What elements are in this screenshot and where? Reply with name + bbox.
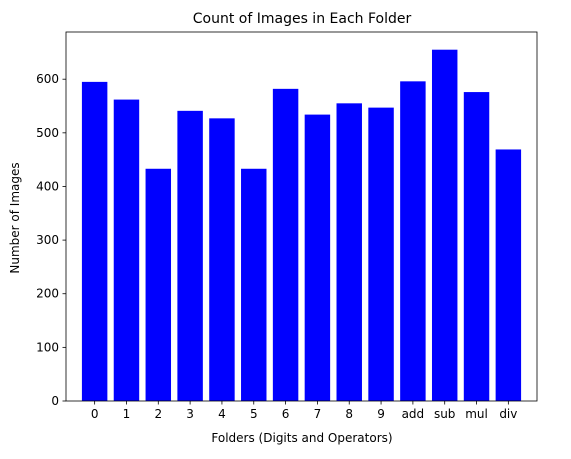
x-tick-label: 2 xyxy=(154,407,162,421)
bar-8 xyxy=(336,103,362,401)
bar-7 xyxy=(304,114,331,401)
bar-6 xyxy=(272,88,299,401)
y-tick-label: 100 xyxy=(36,340,59,354)
axes-layer xyxy=(65,31,538,402)
x-tick-label: 1 xyxy=(123,407,131,421)
x-tick-label: 8 xyxy=(345,407,353,421)
x-tick-label: add xyxy=(402,407,425,421)
bar-mul xyxy=(463,92,490,401)
x-tick-label: 6 xyxy=(282,407,290,421)
x-tick-label: 0 xyxy=(91,407,99,421)
y-tick-label: 500 xyxy=(36,126,59,140)
bar-1 xyxy=(113,99,140,401)
x-axis-label: Folders (Digits and Operators) xyxy=(211,431,392,445)
y-tick-label: 0 xyxy=(51,394,59,408)
ticks-layer: 0 1 2 3 4 5 6 7 8 9 add sub mul div 0 100 200 300 400 500 60… xyxy=(36,72,517,421)
x-tick-label: div xyxy=(499,407,517,421)
bar-div xyxy=(495,149,522,401)
bar-5 xyxy=(241,168,267,401)
x-tick-label: sub xyxy=(434,407,455,421)
x-tick-label: 4 xyxy=(218,407,226,421)
y-tick-label: 200 xyxy=(36,287,59,301)
y-tick-label: 600 xyxy=(36,72,59,86)
bar-sub xyxy=(431,49,458,401)
bar-0 xyxy=(81,81,108,401)
y-axis-label: Number of Images xyxy=(8,162,22,273)
bar-9 xyxy=(368,107,394,402)
x-tick-label: 3 xyxy=(186,407,194,421)
x-tick-label: 5 xyxy=(250,407,258,421)
x-tick-label: 9 xyxy=(377,407,385,421)
y-tick-label: 300 xyxy=(36,233,59,247)
chart-title: Count of Images in Each Folder xyxy=(193,11,412,27)
x-tick-label: 7 xyxy=(314,407,322,421)
x-tick-label: mul xyxy=(465,407,488,421)
plot-frame xyxy=(65,31,538,402)
bars-layer xyxy=(81,49,522,402)
bar-4 xyxy=(209,118,235,401)
bar-2 xyxy=(145,168,172,401)
bar-3 xyxy=(177,110,203,401)
y-tick-label: 400 xyxy=(36,179,59,193)
bar-add xyxy=(400,81,426,401)
